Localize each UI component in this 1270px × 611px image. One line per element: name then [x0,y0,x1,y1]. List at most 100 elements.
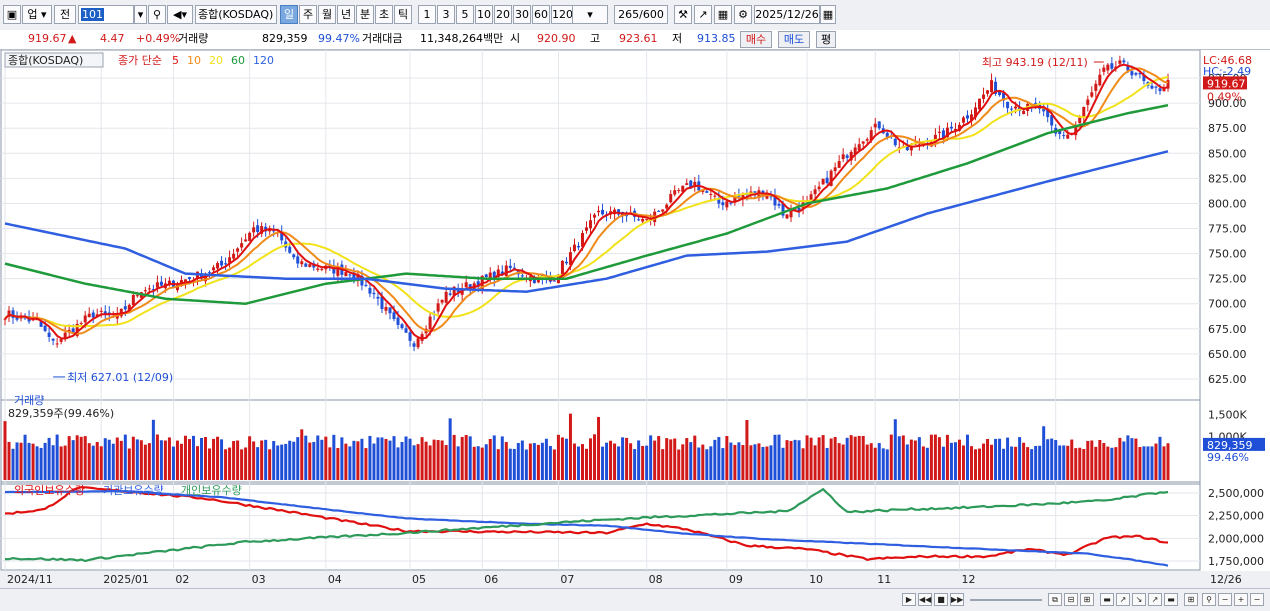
volume-bar [769,445,773,480]
volume-bar [685,438,689,480]
interval-button-30[interactable]: 30 [513,5,531,24]
tool-c-icon[interactable]: ↘ [1132,593,1146,606]
candle-body [296,256,300,264]
period-button-2[interactable]: 월 [318,5,336,24]
price-tick-label: 825.00 [1208,172,1247,185]
candle-body [1154,86,1158,88]
candle-body [552,280,556,282]
volume-bar [328,447,332,480]
settings-icon[interactable]: ⚙ [734,5,752,24]
interval-button-120[interactable]: 120 [551,5,573,24]
volume-bar [785,440,789,480]
volume-bar [941,446,945,480]
tool-d-icon[interactable]: ↗ [1148,593,1162,606]
volume-bar [23,434,27,480]
interval-button-60[interactable]: 60 [532,5,550,24]
eval-button[interactable]: 평 [816,31,836,48]
price-change: 4.47 [100,32,125,45]
volume-bar [657,436,661,480]
chart-tool-icon[interactable]: ⚒ [674,5,692,24]
tool-a-icon[interactable]: ▬ [1100,593,1114,606]
layout-c-icon[interactable]: ⊞ [1080,593,1094,606]
code-input[interactable]: 101 [78,5,134,24]
market-b-button[interactable]: 전 [54,5,76,24]
volume-bar [825,447,829,480]
zoom-slider-track[interactable] [970,599,1042,601]
interval-select[interactable]: ▾ [572,5,608,24]
period-button-6[interactable]: 틱 [394,5,412,24]
volume-bar [1146,446,1150,480]
zoom-search-icon[interactable]: ⚲ [1202,593,1216,606]
period-button-3[interactable]: 년 [337,5,355,24]
zoom-in-icon[interactable]: + [1234,593,1248,606]
candle-body [1022,110,1026,115]
volume-bar [905,444,909,480]
ma-legend-120: 120 [253,54,274,67]
volume-bar [893,419,897,480]
scroll-right-icon[interactable]: ▶ [902,593,916,606]
date-input[interactable]: 2025/12/26 [754,5,820,24]
amount-value: 11,348,264백만 [420,32,504,45]
tool-f-icon[interactable]: ⊞ [1184,593,1198,606]
period-button-5[interactable]: 초 [375,5,393,24]
candle-body [388,307,392,314]
zoom-out-icon[interactable]: − [1218,593,1232,606]
count-input[interactable]: 265/600 [614,5,668,24]
forward-icon[interactable]: ▶▶ [950,593,964,606]
holdings-line-0 [4,486,1169,562]
chart-area[interactable]: 최고 943.19 (12/11) 최저 627.01 (12/09) 625.0… [0,50,1270,588]
draw-tool-icon[interactable]: ↗ [694,5,712,24]
market-select[interactable]: 업 ▾ [22,5,52,24]
minimize-icon[interactable]: − [1250,593,1264,606]
candle-body [689,180,693,189]
candle-body [504,265,508,276]
rewind-icon[interactable]: ◀◀ [918,593,932,606]
volume-bar [127,448,131,480]
interval-button-1[interactable]: 1 [418,5,436,24]
layout-a-icon[interactable]: ⧉ [1048,593,1062,606]
period-button-4[interactable]: 분 [356,5,374,24]
candle-body [364,284,368,286]
candle-body [83,315,87,323]
volume-bar [380,437,384,480]
search-icon[interactable]: ⚲ [148,5,166,24]
candle-body [236,248,240,252]
stop-icon[interactable]: ■ [934,593,948,606]
volume-bar [75,435,79,480]
volume-bar [1110,447,1114,480]
volume-bar [653,440,657,480]
speaker-icon[interactable]: ◀▾ [167,5,193,24]
candle-body [500,271,504,276]
volume-bar [159,440,163,480]
volume-bar [817,437,821,480]
interval-button-3[interactable]: 3 [437,5,455,24]
period-button-1[interactable]: 주 [299,5,317,24]
candle-body [813,189,817,195]
volume-bar [961,445,965,480]
interval-button-10[interactable]: 10 [475,5,493,24]
layout-b-icon[interactable]: ⊟ [1064,593,1078,606]
code-dropdown-icon[interactable]: ▾ [134,5,147,24]
volume-bar [103,438,107,480]
candle-body [360,275,364,286]
volume-bar [1062,445,1066,480]
volume-bar [1078,447,1082,480]
candle-body [75,323,79,337]
candle-body [476,281,480,287]
chart-menu-icon[interactable]: ▣ [3,5,21,24]
buy-button[interactable]: 매수 [740,31,772,48]
volume-bar [637,440,641,480]
code-value: 101 [81,8,104,21]
interval-button-20[interactable]: 20 [494,5,512,24]
volume-bar [773,434,777,480]
candle-body [384,307,388,311]
calendar-icon[interactable]: ▦ [820,5,836,24]
layout-icon[interactable]: ▦ [714,5,732,24]
interval-button-5[interactable]: 5 [456,5,474,24]
sell-button[interactable]: 매도 [778,31,810,48]
period-button-0[interactable]: 일 [280,5,298,24]
tool-b-icon[interactable]: ↗ [1116,593,1130,606]
candle-body [869,130,873,141]
tool-e-icon[interactable]: ▬ [1164,593,1178,606]
volume-bar [845,437,849,480]
